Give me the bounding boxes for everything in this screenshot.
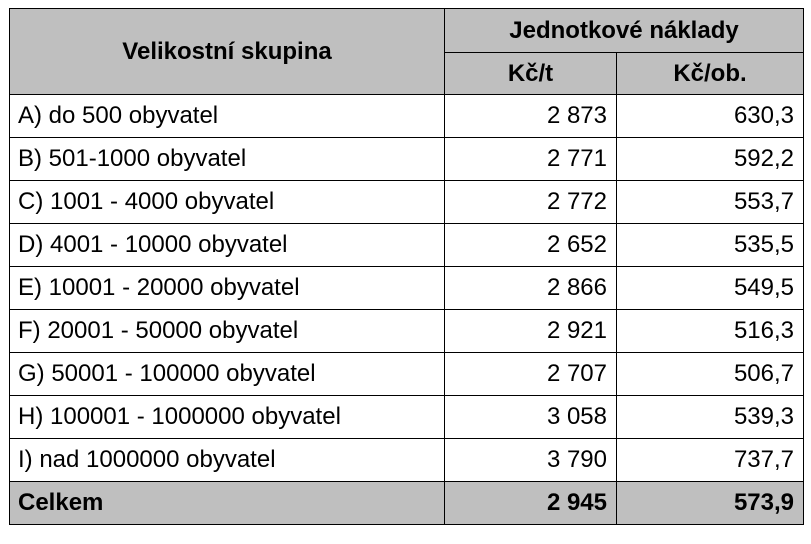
per-ton-cell: 3 058 [444,395,617,439]
per-person-cell: 553,7 [616,180,804,224]
row-label: C) 1001 - 4000 obyvatel [9,180,445,224]
per-ton-cell: 2 921 [444,309,617,353]
row-label: F) 20001 - 50000 obyvatel [9,309,445,353]
table-row: G) 50001 - 100000 obyvatel 2 707 506,7 [9,352,804,396]
table-row: C) 1001 - 4000 obyvatel 2 772 553,7 [9,180,804,224]
row-label: H) 100001 - 1000000 obyvatel [9,395,445,439]
table-row: A) do 500 obyvatel 2 873 630,3 [9,94,804,138]
unit-cost-header: Jednotkové náklady [444,8,804,53]
row-label: A) do 500 obyvatel [9,94,445,138]
total-row: Celkem 2 945 573,9 [9,481,804,525]
total-label: Celkem [9,481,445,525]
table-row: I) nad 1000000 obyvatel 3 790 737,7 [9,438,804,482]
per-person-cell: 535,5 [616,223,804,267]
table-row: E) 10001 - 20000 obyvatel 2 866 549,5 [9,266,804,310]
per-person-cell: 539,3 [616,395,804,439]
per-ton-cell: 2 866 [444,266,617,310]
row-label: I) nad 1000000 obyvatel [9,438,445,482]
per-person-column-header: Kč/ob. [616,52,804,95]
per-person-cell: 592,2 [616,137,804,181]
per-ton-cell: 2 772 [444,180,617,224]
row-label: E) 10001 - 20000 obyvatel [9,266,445,310]
table-row: F) 20001 - 50000 obyvatel 2 921 516,3 [9,309,804,353]
row-label: D) 4001 - 10000 obyvatel [9,223,445,267]
table-row: H) 100001 - 1000000 obyvatel 3 058 539,3 [9,395,804,439]
per-ton-cell: 2 771 [444,137,617,181]
per-person-cell: 549,5 [616,266,804,310]
per-ton-cell: 3 790 [444,438,617,482]
per-person-cell: 506,7 [616,352,804,396]
per-ton-cell: 2 873 [444,94,617,138]
per-ton-column-header: Kč/t [444,52,617,95]
unit-costs-table: Velikostní skupina Jednotkové náklady Kč… [9,8,804,525]
total-per-ton-cell: 2 945 [444,481,617,525]
per-person-cell: 630,3 [616,94,804,138]
per-ton-cell: 2 652 [444,223,617,267]
per-person-cell: 516,3 [616,309,804,353]
table-row: B) 501-1000 obyvatel 2 771 592,2 [9,137,804,181]
per-person-cell: 737,7 [616,438,804,482]
group-column-header: Velikostní skupina [9,8,445,95]
table-row: D) 4001 - 10000 obyvatel 2 652 535,5 [9,223,804,267]
per-ton-cell: 2 707 [444,352,617,396]
row-label: B) 501-1000 obyvatel [9,137,445,181]
total-per-person-cell: 573,9 [616,481,804,525]
row-label: G) 50001 - 100000 obyvatel [9,352,445,396]
